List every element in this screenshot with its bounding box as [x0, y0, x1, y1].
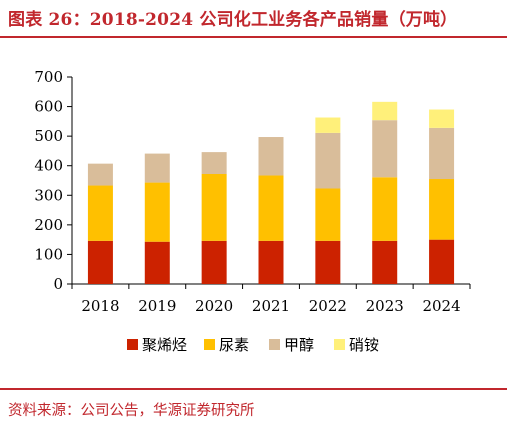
bar-2018-series-0	[87, 240, 113, 284]
legend-swatch-1	[204, 339, 215, 350]
bar-2018-series-1	[87, 185, 113, 241]
legend-swatch-3	[334, 339, 345, 350]
bar-2021-series-1	[258, 175, 284, 241]
y-tick-label: 400	[34, 157, 63, 175]
bar-2022-series-3	[315, 117, 341, 133]
bar-2022-series-1	[315, 188, 341, 241]
x-tick-label: 2022	[309, 297, 347, 315]
y-tick-label: 100	[34, 245, 63, 263]
chart-title: 图表 26：2018-2024 公司化工业务各产品销量（万吨）	[8, 10, 458, 30]
y-tick-label: 700	[34, 68, 63, 86]
bar-2021-series-0	[258, 240, 284, 284]
legend-label-0: 聚烯烃	[142, 336, 187, 354]
bar-2019-series-0	[144, 241, 170, 284]
y-tick-label: 0	[53, 275, 63, 293]
bar-2024-series-1	[429, 179, 455, 240]
bar-2023-series-1	[372, 177, 398, 241]
x-tick-label: 2018	[81, 297, 119, 315]
bar-2020-series-2	[201, 152, 227, 174]
x-tick-label: 2020	[195, 297, 233, 315]
legend-swatch-0	[127, 339, 138, 350]
bar-2023-series-0	[372, 240, 398, 284]
x-tick-label: 2021	[252, 297, 290, 315]
y-tick-label: 300	[34, 186, 63, 204]
x-tick-label: 2019	[138, 297, 176, 315]
bar-2018-series-2	[87, 163, 113, 186]
bar-2019-series-2	[144, 153, 170, 183]
bar-2022-series-0	[315, 240, 341, 284]
bar-2024-series-3	[429, 109, 455, 128]
legend-label-3: 硝铵	[349, 336, 379, 354]
bar-2023-series-2	[372, 120, 398, 178]
legend-label-2: 甲醇	[284, 336, 314, 354]
title-divider	[0, 36, 507, 38]
y-tick-label: 500	[34, 127, 63, 145]
bar-2022-series-2	[315, 132, 341, 189]
source-divider	[0, 388, 507, 390]
y-tick-label: 600	[34, 98, 63, 116]
bar-2020-series-0	[201, 240, 227, 284]
bar-2019-series-1	[144, 182, 170, 242]
y-tick-label: 200	[34, 216, 63, 234]
bar-2021-series-2	[258, 137, 284, 176]
bar-2023-series-3	[372, 101, 398, 121]
x-tick-label: 2024	[422, 297, 460, 315]
source-note: 资料来源：公司公告，华源证券研究所	[8, 403, 255, 419]
legend-swatch-2	[269, 339, 280, 350]
bar-2024-series-2	[429, 127, 455, 180]
bar-2024-series-0	[429, 239, 455, 284]
x-tick-label: 2023	[366, 297, 404, 315]
bar-2020-series-1	[201, 173, 227, 241]
legend-label-1: 尿素	[219, 336, 249, 354]
